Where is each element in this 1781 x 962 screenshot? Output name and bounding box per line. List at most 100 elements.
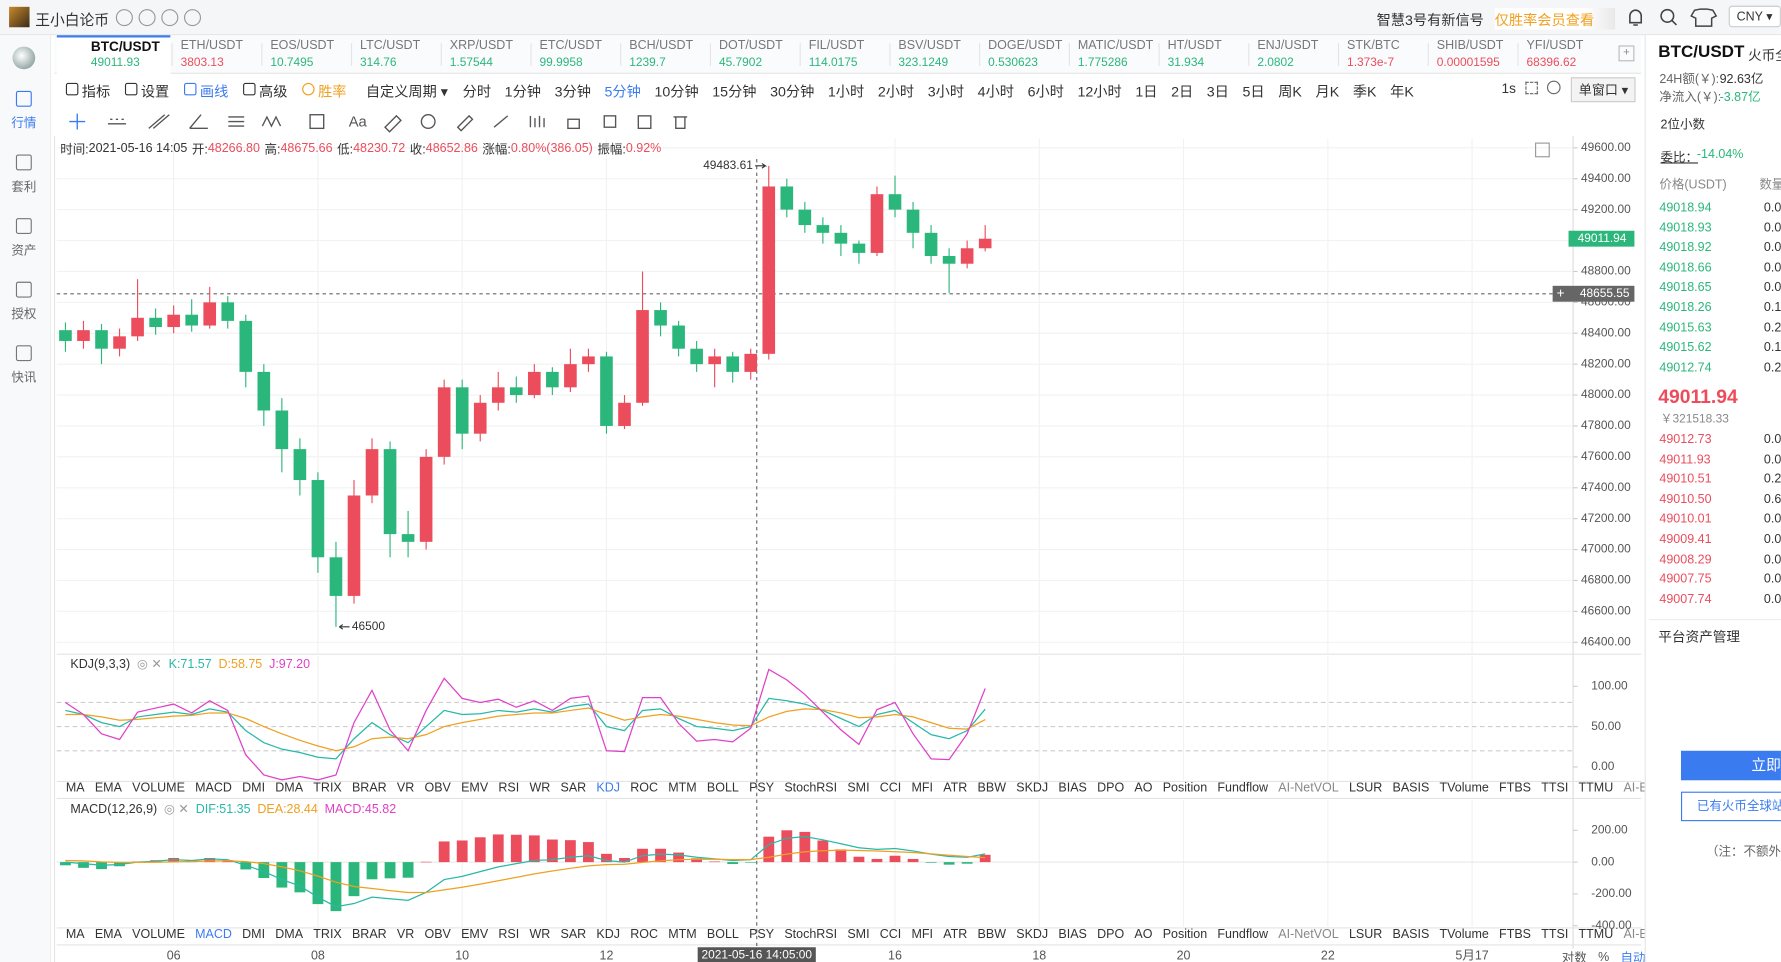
indicator-tab[interactable]: ATR xyxy=(943,927,968,942)
indicator-tab[interactable]: SKDJ xyxy=(1016,781,1049,796)
bell-icon[interactable] xyxy=(1629,9,1643,26)
indicator-tab[interactable]: ROC xyxy=(630,781,659,796)
ticker-pair[interactable]: STK/BTC xyxy=(1347,38,1400,53)
indicator-tab[interactable]: BIAS xyxy=(1058,781,1087,796)
ticker-pair[interactable]: HT/USDT xyxy=(1167,38,1222,53)
sidebar-icon[interactable] xyxy=(15,154,32,171)
period[interactable]: 10分钟 xyxy=(654,84,699,100)
dots-tool[interactable] xyxy=(107,118,127,125)
lock-tool[interactable] xyxy=(567,118,580,130)
sidebar-item[interactable]: 快讯 xyxy=(11,371,37,386)
indicator-tab[interactable]: ATR xyxy=(943,781,968,796)
account-button[interactable]: 已有火币全球站 xyxy=(1680,791,1781,822)
ticker-pair[interactable]: BSV/USDT xyxy=(898,38,961,53)
period[interactable]: 周K xyxy=(1278,84,1302,100)
indicator-tab[interactable]: RSI xyxy=(498,927,520,942)
indicator-tab[interactable]: DMA xyxy=(275,927,304,942)
indicator-tab[interactable]: SMI xyxy=(847,781,870,796)
period[interactable]: 分时 xyxy=(462,84,492,100)
tool[interactable]: 指标 xyxy=(65,80,110,102)
avatar[interactable] xyxy=(9,6,30,28)
indicator-tab[interactable]: MA xyxy=(65,927,85,942)
indicator-tab[interactable]: WR xyxy=(529,927,551,942)
sidebar-icon[interactable] xyxy=(15,345,32,362)
indicator-tab[interactable]: OBV xyxy=(424,781,451,796)
period[interactable]: 4小时 xyxy=(977,84,1014,100)
indicator-tab[interactable]: LSUR xyxy=(1348,781,1383,796)
period[interactable]: 年K xyxy=(1390,84,1414,100)
indicator-tab[interactable]: PSY xyxy=(749,927,775,942)
indicator-tab[interactable]: DMA xyxy=(275,781,304,796)
indicator-tab[interactable]: BRAR xyxy=(351,927,387,942)
shirt-icon[interactable] xyxy=(1690,8,1718,27)
indicator-tab[interactable]: BRAR xyxy=(351,781,387,796)
indicator-tab[interactable]: Position xyxy=(1162,927,1208,942)
indicator-tab[interactable]: BASIS xyxy=(1392,927,1430,942)
indicator-tab[interactable]: ROC xyxy=(630,927,659,942)
box-tool[interactable] xyxy=(309,114,325,130)
indicator-tab[interactable]: TRIX xyxy=(313,927,342,942)
tool[interactable]: 胜率 xyxy=(302,80,347,102)
indicator-tab[interactable]: RSI xyxy=(498,781,520,796)
indicator-tab[interactable]: AI-NetVOL xyxy=(1278,781,1339,796)
text-tool[interactable]: Aa xyxy=(349,115,368,131)
note-tool[interactable] xyxy=(637,115,652,130)
indicator-tab[interactable]: Fundflow xyxy=(1217,781,1269,796)
user-name[interactable]: 王小白论币 xyxy=(35,11,110,29)
tool[interactable]: 设置 xyxy=(124,80,169,102)
indicator-tab[interactable]: EMV xyxy=(461,927,489,942)
period[interactable]: 5分钟 xyxy=(604,84,641,100)
ticker-pair[interactable]: DOT/USDT xyxy=(718,38,783,53)
ruler-tool[interactable] xyxy=(456,114,474,132)
period[interactable]: 1分钟 xyxy=(504,84,541,100)
indicator-tab[interactable]: DPO xyxy=(1097,781,1125,796)
indicator-tab[interactable]: OBV xyxy=(424,927,451,942)
sidebar-icon[interactable] xyxy=(15,218,32,234)
indicator-tab[interactable]: CCI xyxy=(879,927,902,942)
indicator-tab[interactable]: Position xyxy=(1162,781,1208,796)
ticker-pair[interactable]: ETC/USDT xyxy=(539,38,602,53)
buy-button[interactable]: 立即 xyxy=(1680,750,1781,781)
indicator-tab[interactable]: StochRSI xyxy=(784,927,838,942)
asset-mgmt[interactable]: 平台资产管理 xyxy=(1658,629,1741,646)
eraser-tool[interactable] xyxy=(384,114,402,133)
ticker-pair[interactable]: MATIC/USDT xyxy=(1077,38,1154,53)
period[interactable]: 3小时 xyxy=(927,84,965,100)
promo[interactable]: 仅胜率会员查看 xyxy=(1494,7,1615,30)
indicator-tab[interactable]: BIAS xyxy=(1058,927,1087,942)
indicator-tab[interactable]: MA xyxy=(65,781,85,796)
notice[interactable]: 智慧3号有新信号 xyxy=(1376,12,1484,29)
axis-option[interactable]: % xyxy=(1598,950,1610,962)
fullscreen-icon[interactable] xyxy=(1525,81,1538,95)
sidebar-icon[interactable] xyxy=(15,281,32,298)
period[interactable]: 3分钟 xyxy=(554,84,591,100)
cross-tool[interactable] xyxy=(69,113,86,130)
indicator-tab[interactable]: KDJ xyxy=(596,927,621,942)
sidebar-item[interactable]: 套利 xyxy=(11,180,37,195)
indicator-tab[interactable]: TTSI xyxy=(1541,927,1569,942)
indicator-tab[interactable]: AO xyxy=(1134,781,1153,796)
period[interactable]: 月K xyxy=(1315,84,1340,100)
sidebar-item[interactable]: 授权 xyxy=(11,307,37,322)
tool[interactable]: 高级 xyxy=(243,80,287,102)
magnet-tool[interactable] xyxy=(420,114,436,130)
icon[interactable] xyxy=(138,9,156,27)
indicator-tab[interactable]: BOLL xyxy=(706,781,739,796)
period[interactable]: 12小时 xyxy=(1077,84,1122,100)
indicator-tab[interactable]: EMV xyxy=(461,781,489,796)
settings-icon[interactable] xyxy=(1546,80,1561,95)
indicator-tab[interactable]: DPO xyxy=(1097,927,1125,942)
period[interactable]: 1小时 xyxy=(827,84,865,100)
indicator-tab[interactable]: FTBS xyxy=(1499,781,1532,796)
icon[interactable] xyxy=(183,9,202,27)
indicator-tab[interactable]: AI-NetVOL xyxy=(1278,927,1339,942)
indicator-tab[interactable]: TVolume xyxy=(1439,781,1489,796)
ticker-pair[interactable]: LTC/USDT xyxy=(360,38,421,53)
indicator-tab[interactable]: VOLUME xyxy=(132,927,185,942)
indicator-tab[interactable]: SKDJ xyxy=(1016,927,1049,942)
tool[interactable]: 画线 xyxy=(184,80,228,102)
custom-period[interactable]: 自定义周期 ▾ xyxy=(365,84,448,100)
indicator-tab[interactable]: PSY xyxy=(749,781,775,796)
period[interactable]: 6小时 xyxy=(1027,84,1064,100)
line-tool[interactable] xyxy=(148,114,170,129)
